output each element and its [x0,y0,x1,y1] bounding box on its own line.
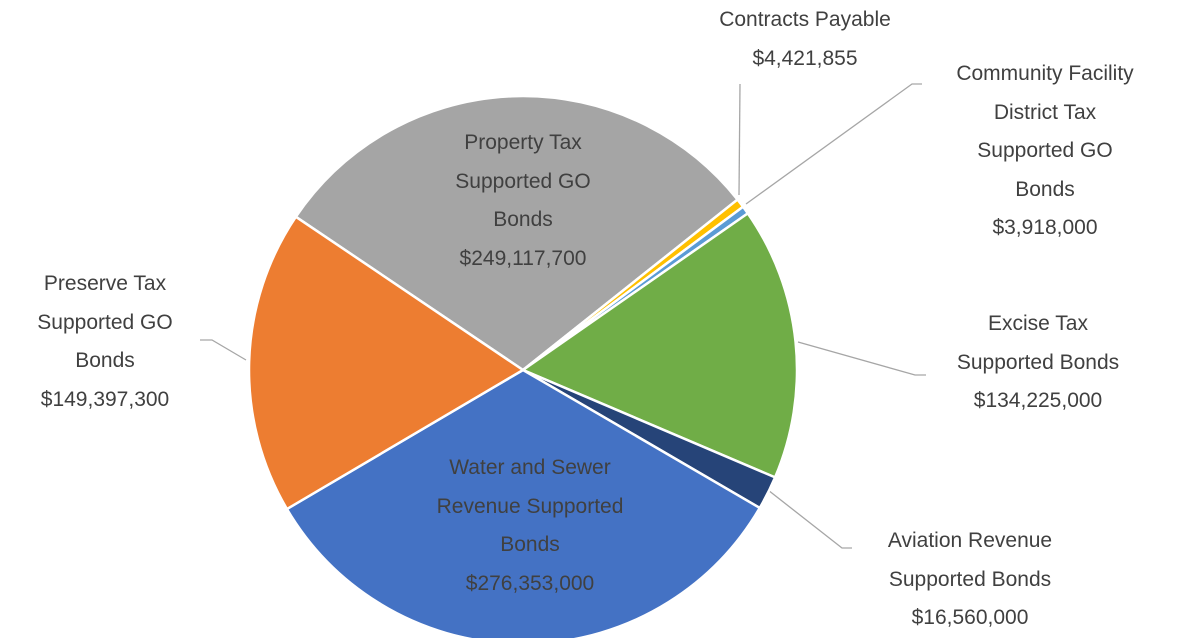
category-label: Water and Sewer Revenue Supported Bonds [436,456,624,556]
data-label: Community Facility District Tax Supporte… [905,55,1185,248]
category-label: Aviation Revenue Supported Bonds [887,529,1053,591]
value-label: $149,397,300 [40,387,170,411]
value-label: $4,421,855 [752,46,858,70]
data-label: Contracts Payable $4,421,855 [665,1,945,78]
category-label: Property Tax Supported GO Bonds [455,131,591,231]
category-label: Contracts Payable [719,8,891,31]
value-label: $134,225,000 [973,389,1103,412]
data-label: Aviation Revenue Supported Bonds $16,560,… [840,522,1100,638]
category-label: Preserve Tax Supported GO Bonds [37,272,173,372]
category-label: Community Facility District Tax Supporte… [956,62,1134,201]
value-label: $16,560,000 [911,606,1029,629]
leader-line [745,83,922,205]
value-label: $249,117,700 [459,246,587,270]
data-label: Water and Sewer Revenue Supported Bonds $… [390,449,670,603]
leader-line [738,83,741,196]
leader-lines [200,83,926,549]
data-label: Excise Tax Supported Bonds $134,225,000 [908,305,1168,421]
data-label: Property Tax Supported GO Bonds $249,117,… [393,124,653,278]
pie-slice [247,215,526,511]
pie-slice [520,211,799,480]
leader-line [797,341,926,376]
leader-line [767,489,852,549]
data-label: Preserve Tax Supported GO Bonds $149,397,… [0,265,215,419]
pie-slice [294,94,740,372]
value-label: $3,918,000 [992,216,1098,239]
value-label: $276,353,000 [465,571,595,595]
category-label: Excise Tax Supported Bonds [956,312,1120,374]
leader-line [200,339,247,361]
pie-slice [285,368,762,638]
